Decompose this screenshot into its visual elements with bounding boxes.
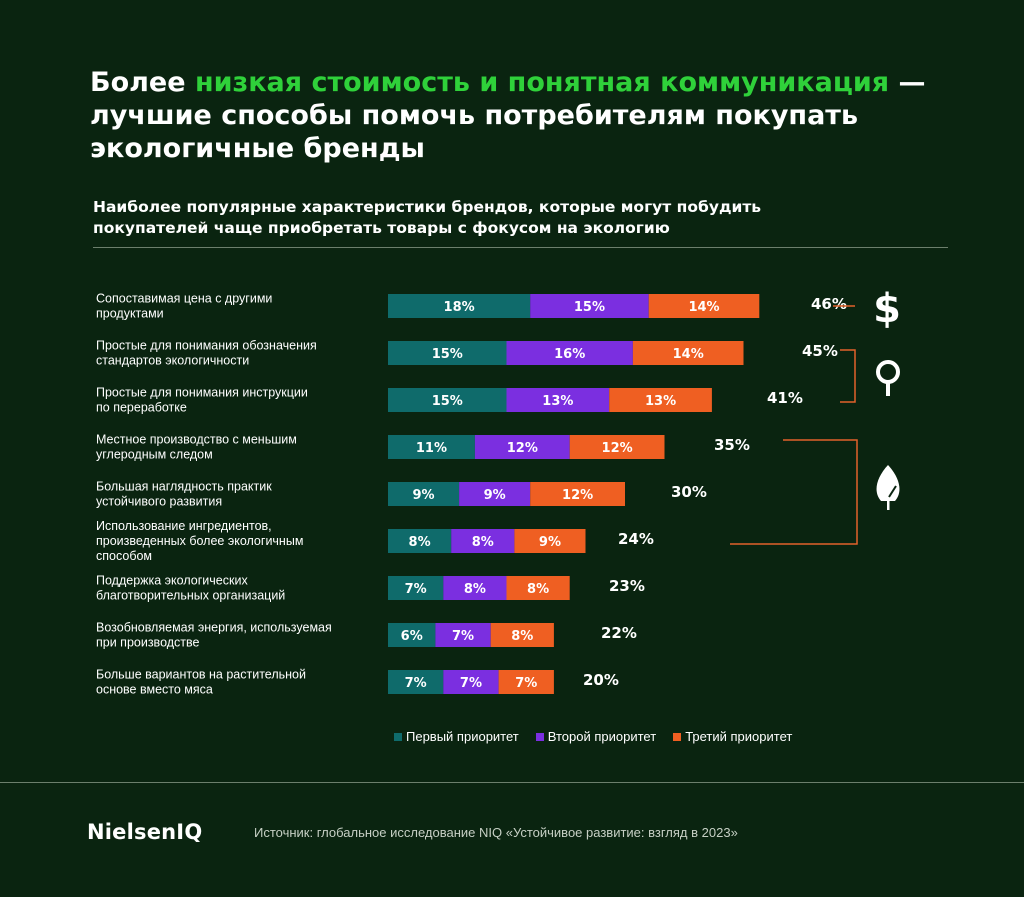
bar-value-label: 7% [405, 582, 427, 597]
category-label: Местное производство с меньшим углеродным… [96, 433, 297, 462]
bar-segment [388, 294, 531, 318]
bar-value-label: 11% [416, 441, 447, 456]
bar-segment [609, 388, 712, 412]
bar-segment [506, 576, 570, 600]
legend-item-second: Второй приоритет [535, 729, 657, 744]
bar-segment [451, 529, 515, 553]
bar-value-label: 15% [574, 300, 605, 315]
total-label: 20% [583, 671, 619, 689]
group-bracket [840, 349, 856, 403]
bar-value-label: 8% [527, 582, 549, 597]
total-label: 22% [601, 624, 637, 642]
category-label: Сопоставимая цена с другими продуктами [96, 292, 272, 321]
bar-value-label: 13% [542, 394, 573, 409]
bar-value-label: 7% [460, 676, 482, 691]
bar-value-label: 14% [688, 300, 719, 315]
bar-segment [506, 388, 610, 412]
chart-subtitle: Наиболее популярные характеристики бренд… [93, 198, 762, 237]
bar-value-label: 9% [539, 535, 561, 550]
bar-value-label: 7% [515, 676, 537, 691]
bar-segment [443, 576, 507, 600]
total-label: 41% [767, 389, 803, 407]
group-bracket [730, 439, 858, 545]
bar-value-label: 12% [562, 488, 593, 503]
category-label: Простые для понимания обозначения стандар… [96, 339, 317, 368]
bar-value-label: 12% [507, 441, 538, 456]
bar-segment [459, 482, 531, 506]
category-label: Использование ингредиентов, произведенных… [96, 519, 303, 563]
bar-value-label: 8% [409, 535, 431, 550]
dollar-icon: $ [873, 286, 901, 332]
total-label: 45% [802, 342, 838, 360]
bar-value-label: 13% [645, 394, 676, 409]
bar-value-label: 14% [673, 347, 704, 362]
leaf-icon [876, 465, 900, 510]
bar-value-label: 8% [511, 629, 533, 644]
legend-swatch-first [394, 732, 402, 741]
bar-segment [388, 388, 507, 412]
bar-value-label: 16% [554, 347, 585, 362]
bar-value-label: 6% [401, 629, 423, 644]
bar-value-label: 7% [452, 629, 474, 644]
headline-part1: Более [90, 67, 195, 98]
nielseniq-logo: NielsenIQ [87, 820, 203, 844]
bar-segment [569, 435, 665, 459]
top-divider [93, 247, 948, 248]
bar-segment [435, 623, 491, 647]
bar-value-label: 7% [405, 676, 427, 691]
bar-segment [514, 529, 586, 553]
legend-item-first: Первый приоритет [394, 729, 519, 744]
legend-label-third: Третий приоритет [685, 729, 793, 744]
bar-value-label: 15% [432, 347, 463, 362]
total-label: 23% [609, 577, 645, 595]
chart-legend: Первый приоритет Второй приоритет Третий… [394, 729, 792, 744]
legend-swatch-third [673, 732, 682, 741]
bar-segment [648, 294, 760, 318]
bar-value-label: 18% [444, 300, 475, 315]
bar-segment [388, 341, 507, 365]
category-label: Больше вариантов на растительной основе в… [96, 668, 306, 697]
bar-segment [388, 623, 436, 647]
bar-segment [443, 670, 499, 694]
map-pin-icon [876, 360, 900, 396]
footer-divider [0, 782, 1024, 783]
bar-segment [506, 341, 633, 365]
bar-segment [388, 435, 475, 459]
bar-value-label: 12% [602, 441, 633, 456]
total-label: 30% [671, 483, 707, 501]
category-label: Возобновляемая энергия, используемая при … [96, 621, 332, 650]
bar-segment [530, 294, 649, 318]
headline-part2: — лучшие способы помочь потребителям пок… [90, 67, 926, 164]
bar-segment [388, 670, 444, 694]
bar-segment [388, 482, 460, 506]
bar-segment [632, 341, 744, 365]
category-label: Простые для понимания инструкции по перер… [96, 386, 308, 415]
bar-value-label: 8% [472, 535, 494, 550]
total-label: 46% [811, 295, 847, 313]
legend-swatch-second [535, 732, 544, 741]
bar-segment [388, 529, 452, 553]
bar-segment [498, 670, 554, 694]
bar-segment [530, 482, 625, 506]
bar-value-label: 8% [464, 582, 486, 597]
headline-highlight: низкая стоимость и понятная коммуникация [194, 67, 890, 98]
category-label: Большая наглядность практик устойчивого р… [96, 480, 272, 509]
bar-value-label: 9% [484, 488, 506, 503]
total-label: 35% [714, 436, 750, 454]
legend-label-second: Второй приоритет [547, 729, 657, 744]
total-label: 24% [618, 530, 654, 548]
bar-value-label: 9% [413, 488, 435, 503]
source-note: Источник: глобальное исследование NIQ «У… [254, 825, 738, 840]
bar-segment [474, 435, 570, 459]
legend-item-third: Третий приоритет [673, 729, 792, 744]
headline: Более низкая стоимость и понятная коммун… [90, 66, 950, 165]
legend-label-first: Первый приоритет [406, 729, 519, 744]
bar-segment [388, 576, 444, 600]
category-label: Поддержка экологических благотворительных… [96, 574, 285, 603]
bar-segment [490, 623, 554, 647]
bar-value-label: 15% [432, 394, 463, 409]
